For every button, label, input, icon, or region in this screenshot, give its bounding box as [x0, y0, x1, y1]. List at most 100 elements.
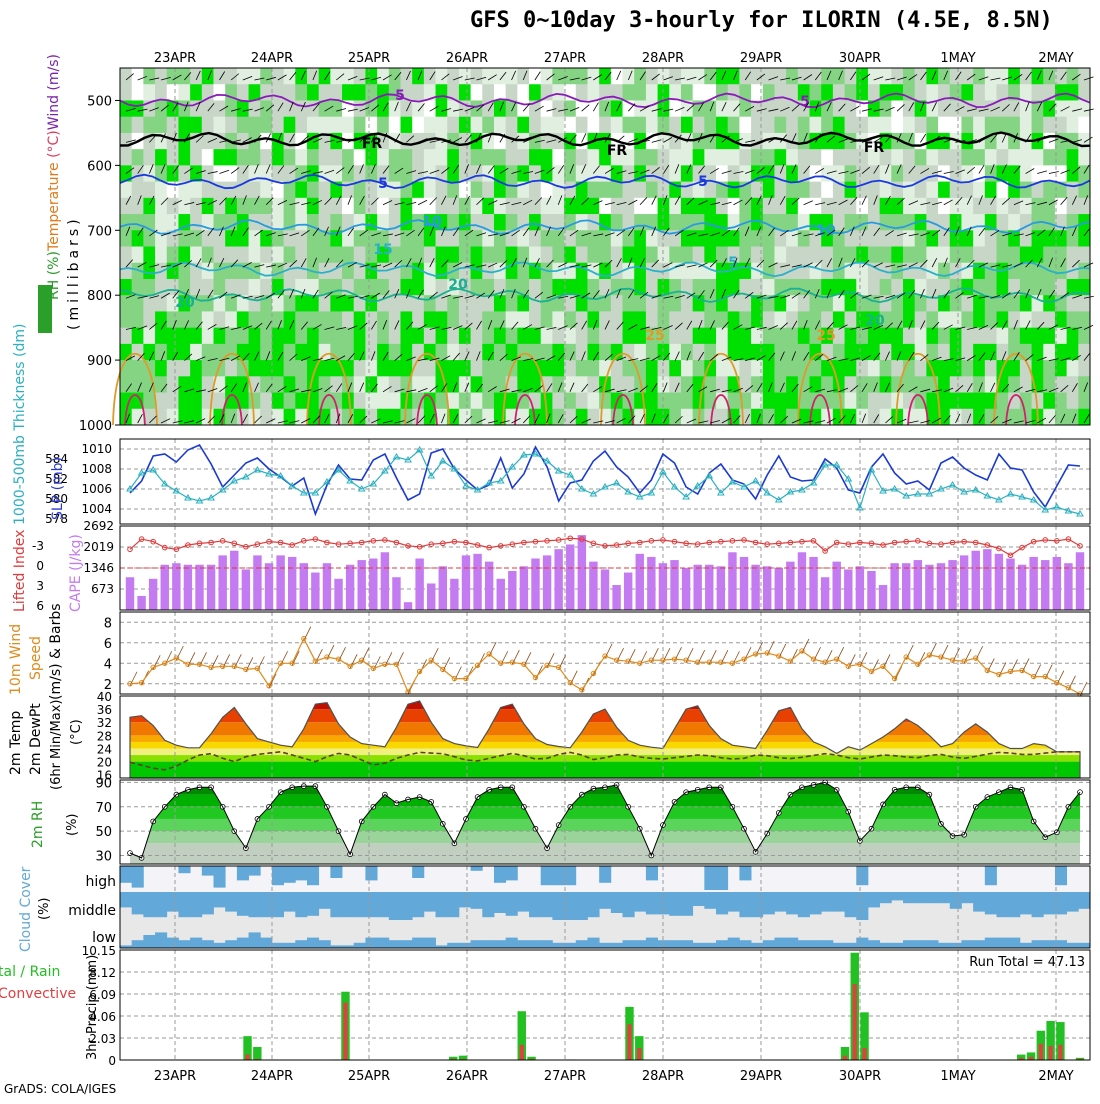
rh-cell [120, 295, 132, 312]
rh-cell [260, 100, 272, 117]
rh-cell [190, 344, 202, 361]
rh-cell [389, 279, 401, 296]
rh-cell [599, 230, 611, 247]
rh-cell [786, 214, 798, 231]
rh-cell [1067, 393, 1079, 410]
rh-cell [903, 198, 915, 215]
cape-bar [682, 568, 690, 610]
rh-cell [576, 344, 588, 361]
rh-cell [658, 360, 670, 377]
rh-cell [611, 117, 623, 134]
rh-cell [634, 230, 646, 247]
rh-cell [506, 328, 518, 345]
rh-cell [693, 198, 705, 215]
rh-cell [763, 230, 775, 247]
credit-text: GrADS: COLA/IGES [4, 1082, 116, 1096]
rh-cell [891, 117, 903, 134]
y-tick-label-temp: 36 [97, 703, 112, 717]
rh-cell [389, 344, 401, 361]
rh-cell [225, 279, 237, 296]
rh-cell [377, 393, 389, 410]
rh-cell [1055, 360, 1067, 377]
rh-cell [985, 117, 997, 134]
rh-cell [143, 84, 155, 101]
rh-band [120, 795, 1090, 807]
rh-cell [459, 295, 471, 312]
cloud-low-cell [1020, 943, 1032, 948]
y-tick-label: 600 [87, 159, 112, 174]
rh-cell [961, 149, 973, 166]
rh-cell [681, 360, 693, 377]
rh-cell [506, 198, 518, 215]
rh-cell [774, 198, 786, 215]
rh-cell [1055, 68, 1067, 85]
rh-cell [845, 182, 857, 199]
cloud-mid-cell [681, 892, 693, 916]
rh-cell [377, 198, 389, 215]
rh-cell [786, 247, 798, 264]
rh-cell [167, 393, 179, 410]
rh-cell [471, 376, 483, 393]
rh-cell [950, 247, 962, 264]
cloud-low-cell [225, 940, 237, 948]
rh-cell [798, 344, 810, 361]
y-axis-label-slp: SLP (mb) [50, 457, 66, 520]
rh-cell [330, 149, 342, 166]
rh-cell [833, 149, 845, 166]
rh-cell [284, 311, 296, 328]
rh-cell [237, 230, 249, 247]
rh-cell [517, 247, 529, 264]
cloud-low-cell [669, 940, 681, 948]
cloud-row-label: middle [68, 903, 116, 919]
rh-cell [295, 100, 307, 117]
rh-cell [319, 117, 331, 134]
rh-cell [623, 328, 635, 345]
rh-cell [330, 100, 342, 117]
y-axis-label-precip: 3hr Precip (mm) [85, 955, 100, 1060]
rh-cell [786, 230, 798, 247]
rh-cell [564, 344, 576, 361]
contour-label: 10 [422, 214, 442, 230]
rh-cell [903, 376, 915, 393]
rh-cell [997, 279, 1009, 296]
cloud-low-cell [587, 938, 599, 948]
rh-cell [810, 182, 822, 199]
cloud-low-cell [412, 938, 424, 948]
rh-cell [973, 393, 985, 410]
rh-cell [669, 344, 681, 361]
rh-cell [436, 393, 448, 410]
cloud-high-cell [132, 866, 144, 888]
cape-bar [369, 559, 377, 610]
rh-cell [833, 247, 845, 264]
rh-cell [634, 344, 646, 361]
y-axis-label-text: SLP (mb) [50, 457, 66, 520]
rh-cell [763, 198, 775, 215]
rh-cell [155, 117, 167, 134]
rh-cell [447, 230, 459, 247]
rh-cell [611, 328, 623, 345]
contour-label: 25 [645, 328, 664, 344]
rh-cell [529, 247, 541, 264]
rh-cell [436, 311, 448, 328]
rh-cell [249, 198, 261, 215]
rh-cell [1078, 360, 1090, 377]
rh-cell [482, 311, 494, 328]
rh-cell [213, 149, 225, 166]
rh-cell [412, 68, 424, 85]
rh-cell [400, 68, 412, 85]
rh-cell [552, 328, 564, 345]
rh-cell [307, 311, 319, 328]
rh-cell [786, 344, 798, 361]
cape-bar [450, 579, 458, 610]
rh-cell [342, 68, 354, 85]
rh-cell [400, 149, 412, 166]
rh-cell [634, 117, 646, 134]
rh-cell [541, 295, 553, 312]
rh-cell [646, 279, 658, 296]
rh-cell [716, 68, 728, 85]
rh-cell [810, 100, 822, 117]
rh-cell [903, 328, 915, 345]
wind-barb-10m [1068, 676, 1075, 690]
rh-cell [272, 393, 284, 410]
cape-bar [1064, 563, 1072, 610]
